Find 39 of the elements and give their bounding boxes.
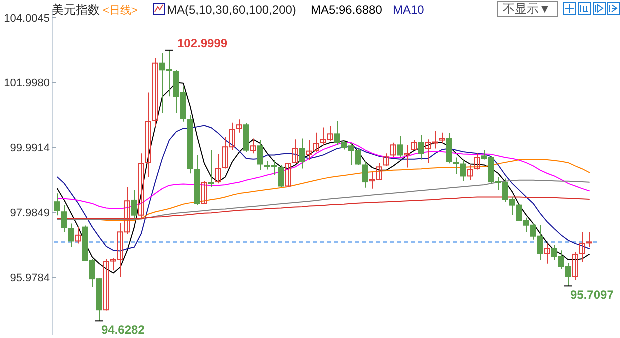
annotation: 不显示▼ bbox=[503, 2, 551, 16]
candlestick bbox=[446, 133, 452, 164]
candlestick bbox=[412, 140, 418, 151]
y-tick-label: 104.0045 bbox=[4, 12, 50, 25]
chart-title: 美元指数 bbox=[52, 3, 100, 17]
candlestick bbox=[250, 138, 256, 154]
candlestick bbox=[236, 119, 242, 134]
candlestick bbox=[258, 140, 264, 171]
candlestick bbox=[62, 204, 68, 233]
candlestick bbox=[208, 150, 214, 188]
annotation: MA(5,10,30,60,100,200) bbox=[167, 3, 296, 17]
candlestick bbox=[152, 58, 158, 128]
candlestick bbox=[132, 190, 138, 220]
y-tick-label: 101.9980 bbox=[4, 78, 50, 90]
annotation: MA5:96.6880 bbox=[311, 3, 383, 17]
annotation: 102.9999 bbox=[178, 36, 228, 50]
annotation: 94.6282 bbox=[102, 323, 146, 338]
candlestick bbox=[68, 223, 74, 248]
y-tick-label: 95.9784 bbox=[10, 272, 50, 284]
candlestick bbox=[404, 144, 410, 168]
candlestick bbox=[468, 164, 474, 181]
candlestick bbox=[544, 243, 550, 264]
chart-subtitle: <日线> bbox=[103, 4, 138, 17]
candlestick bbox=[440, 132, 446, 144]
candlestick bbox=[586, 232, 592, 248]
candlestick bbox=[216, 154, 222, 184]
candlestick bbox=[278, 164, 284, 188]
candlestick bbox=[76, 226, 82, 244]
candlestick bbox=[384, 153, 390, 167]
candlestick bbox=[474, 153, 480, 170]
candlestick bbox=[300, 138, 306, 170]
annotation: 95.7097 bbox=[570, 288, 614, 302]
annotation: MA10 bbox=[393, 3, 425, 17]
candlestick bbox=[390, 142, 396, 158]
y-tick-label: 99.9914 bbox=[10, 142, 50, 155]
y-tick-label: 97.9849 bbox=[10, 207, 50, 220]
candlestick bbox=[202, 180, 208, 204]
candlestick bbox=[398, 136, 404, 158]
candlestick bbox=[418, 134, 424, 160]
